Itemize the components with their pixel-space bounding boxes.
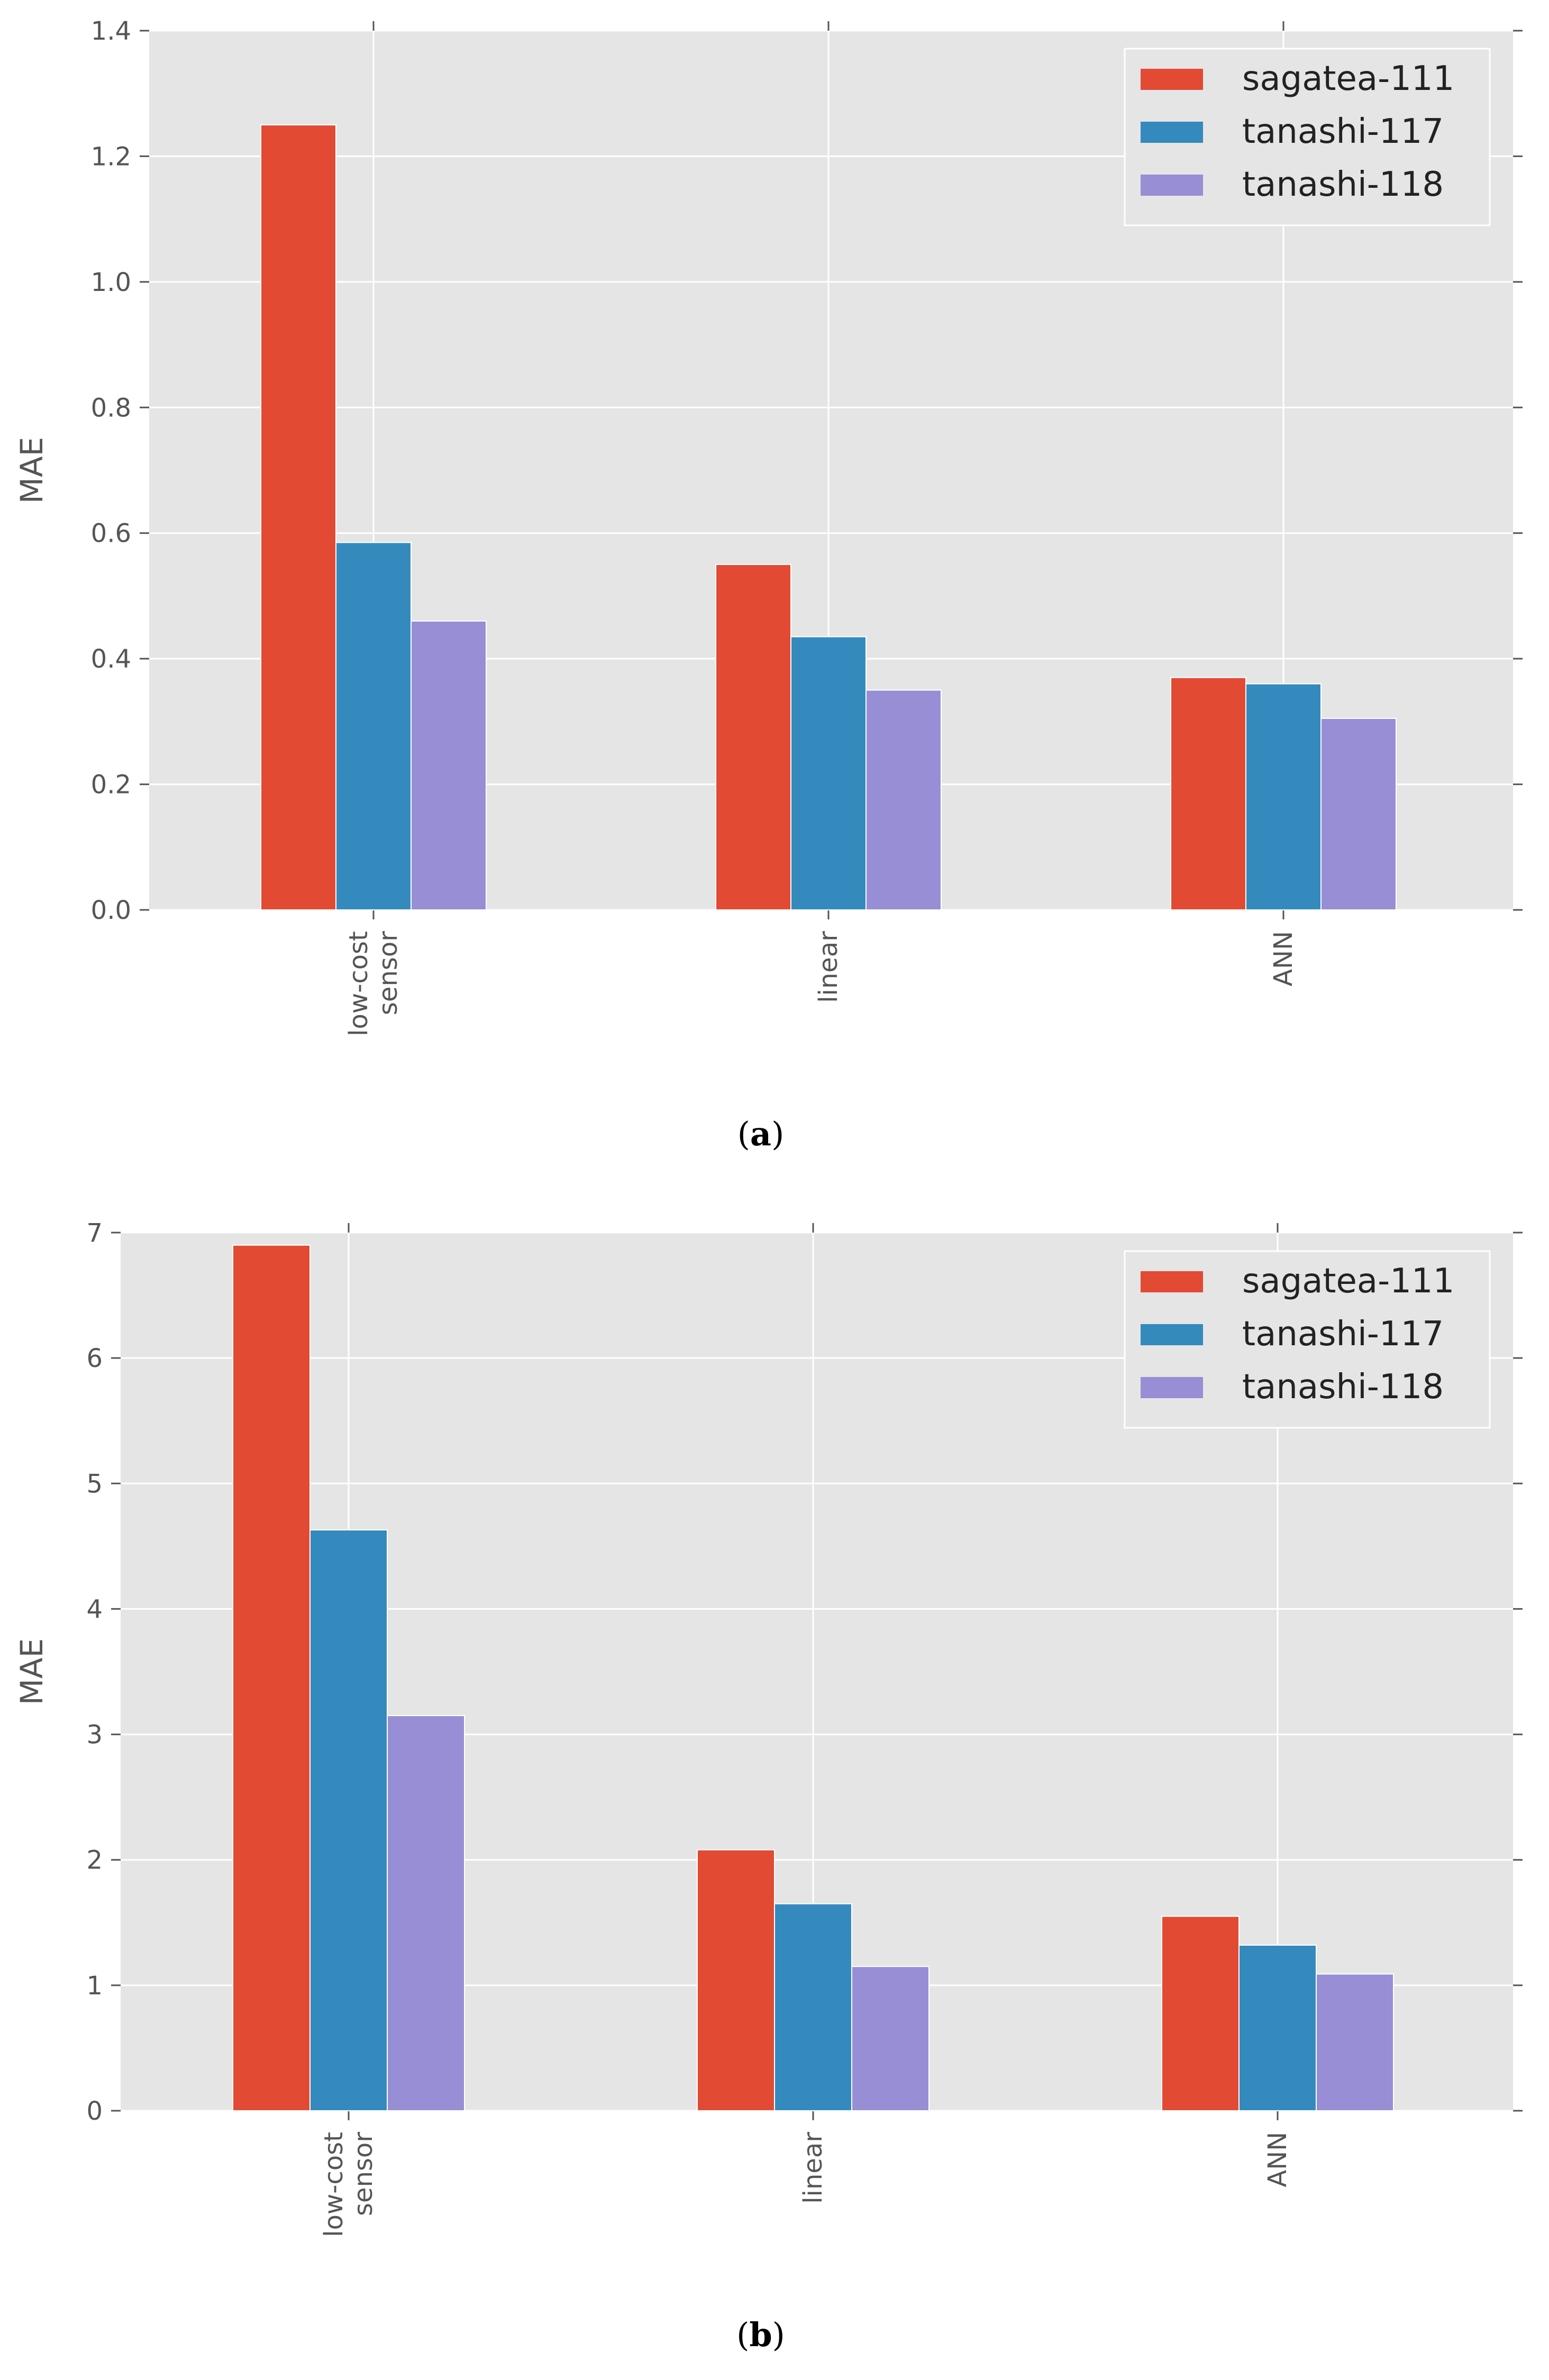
ytick-label: 1.4	[91, 16, 131, 46]
ytick-label: 5	[86, 1469, 103, 1499]
bar	[1316, 1973, 1394, 2112]
bar	[774, 1903, 852, 2112]
ytick-label: 0.2	[91, 770, 131, 800]
bar	[387, 1715, 465, 2111]
bar	[1245, 683, 1322, 910]
bar	[335, 542, 412, 911]
caption: (b)	[736, 2315, 785, 2354]
bar	[1238, 1944, 1317, 2111]
ytick-label: 0.0	[91, 896, 131, 925]
bar	[1170, 677, 1246, 911]
ytick-label: 2	[86, 1846, 103, 1875]
legend-label: tanashi-118	[1242, 165, 1444, 204]
caption: (a)	[737, 1115, 785, 1153]
legend-swatch	[1141, 69, 1203, 90]
y-axis-label: MAE	[14, 1638, 50, 1705]
ytick-label: 1.2	[91, 142, 131, 171]
ytick-label: 3	[86, 1720, 103, 1750]
xtick-label: low-cost	[344, 931, 373, 1036]
xtick-label: ANN	[1269, 931, 1298, 987]
legend-swatch	[1141, 1271, 1203, 1292]
legend-label: sagatea-111	[1242, 1262, 1454, 1301]
xtick-label: linear	[798, 2132, 828, 2204]
bar	[309, 1529, 388, 2111]
legend-swatch	[1141, 1324, 1203, 1345]
chart-b: 0 1 2 3 4 5 6 7 low-cost sensor linear ANN MAE sagate…	[14, 1218, 1523, 2354]
bar	[851, 1966, 930, 2111]
xtick-label: ANN	[1263, 2132, 1292, 2187]
xtick-label: low-cost	[319, 2132, 349, 2237]
ytick-label: 0.6	[91, 519, 131, 549]
ytick-label: 1	[86, 1971, 103, 2001]
bar	[1320, 717, 1397, 910]
bar	[1161, 1916, 1240, 2111]
xtick-label: linear	[814, 931, 843, 1003]
ytick-label: 1.0	[91, 268, 131, 297]
bar	[260, 124, 336, 911]
y-axis-label: MAE	[14, 437, 50, 504]
ytick-label: 0.8	[91, 393, 131, 423]
bar	[715, 564, 791, 910]
ytick-label: 4	[86, 1594, 103, 1624]
bar	[790, 636, 867, 911]
bar	[697, 1849, 775, 2112]
ytick-label: 6	[86, 1344, 103, 1373]
legend-label: sagatea-111	[1242, 59, 1454, 98]
bar	[232, 1244, 311, 2112]
ytick-label: 7	[86, 1218, 103, 1248]
legend-label: tanashi-118	[1242, 1367, 1444, 1407]
legend-swatch	[1141, 1377, 1203, 1398]
legend-label: tanashi-117	[1242, 112, 1444, 151]
xtick-label: sensor	[349, 2132, 378, 2216]
legend-label: tanashi-117	[1242, 1315, 1444, 1354]
ytick-label: 0	[86, 2096, 103, 2126]
xtick-label: sensor	[373, 931, 403, 1015]
legend-swatch	[1141, 122, 1203, 143]
legend-swatch	[1141, 175, 1203, 196]
bar	[865, 689, 942, 910]
bar	[411, 620, 487, 910]
ytick-label: 0.4	[91, 644, 131, 674]
chart-a: 0.0 0.2 0.4 0.6 0.8 1.0 1.2 1.4 low-cost sensor li…	[14, 16, 1523, 1153]
